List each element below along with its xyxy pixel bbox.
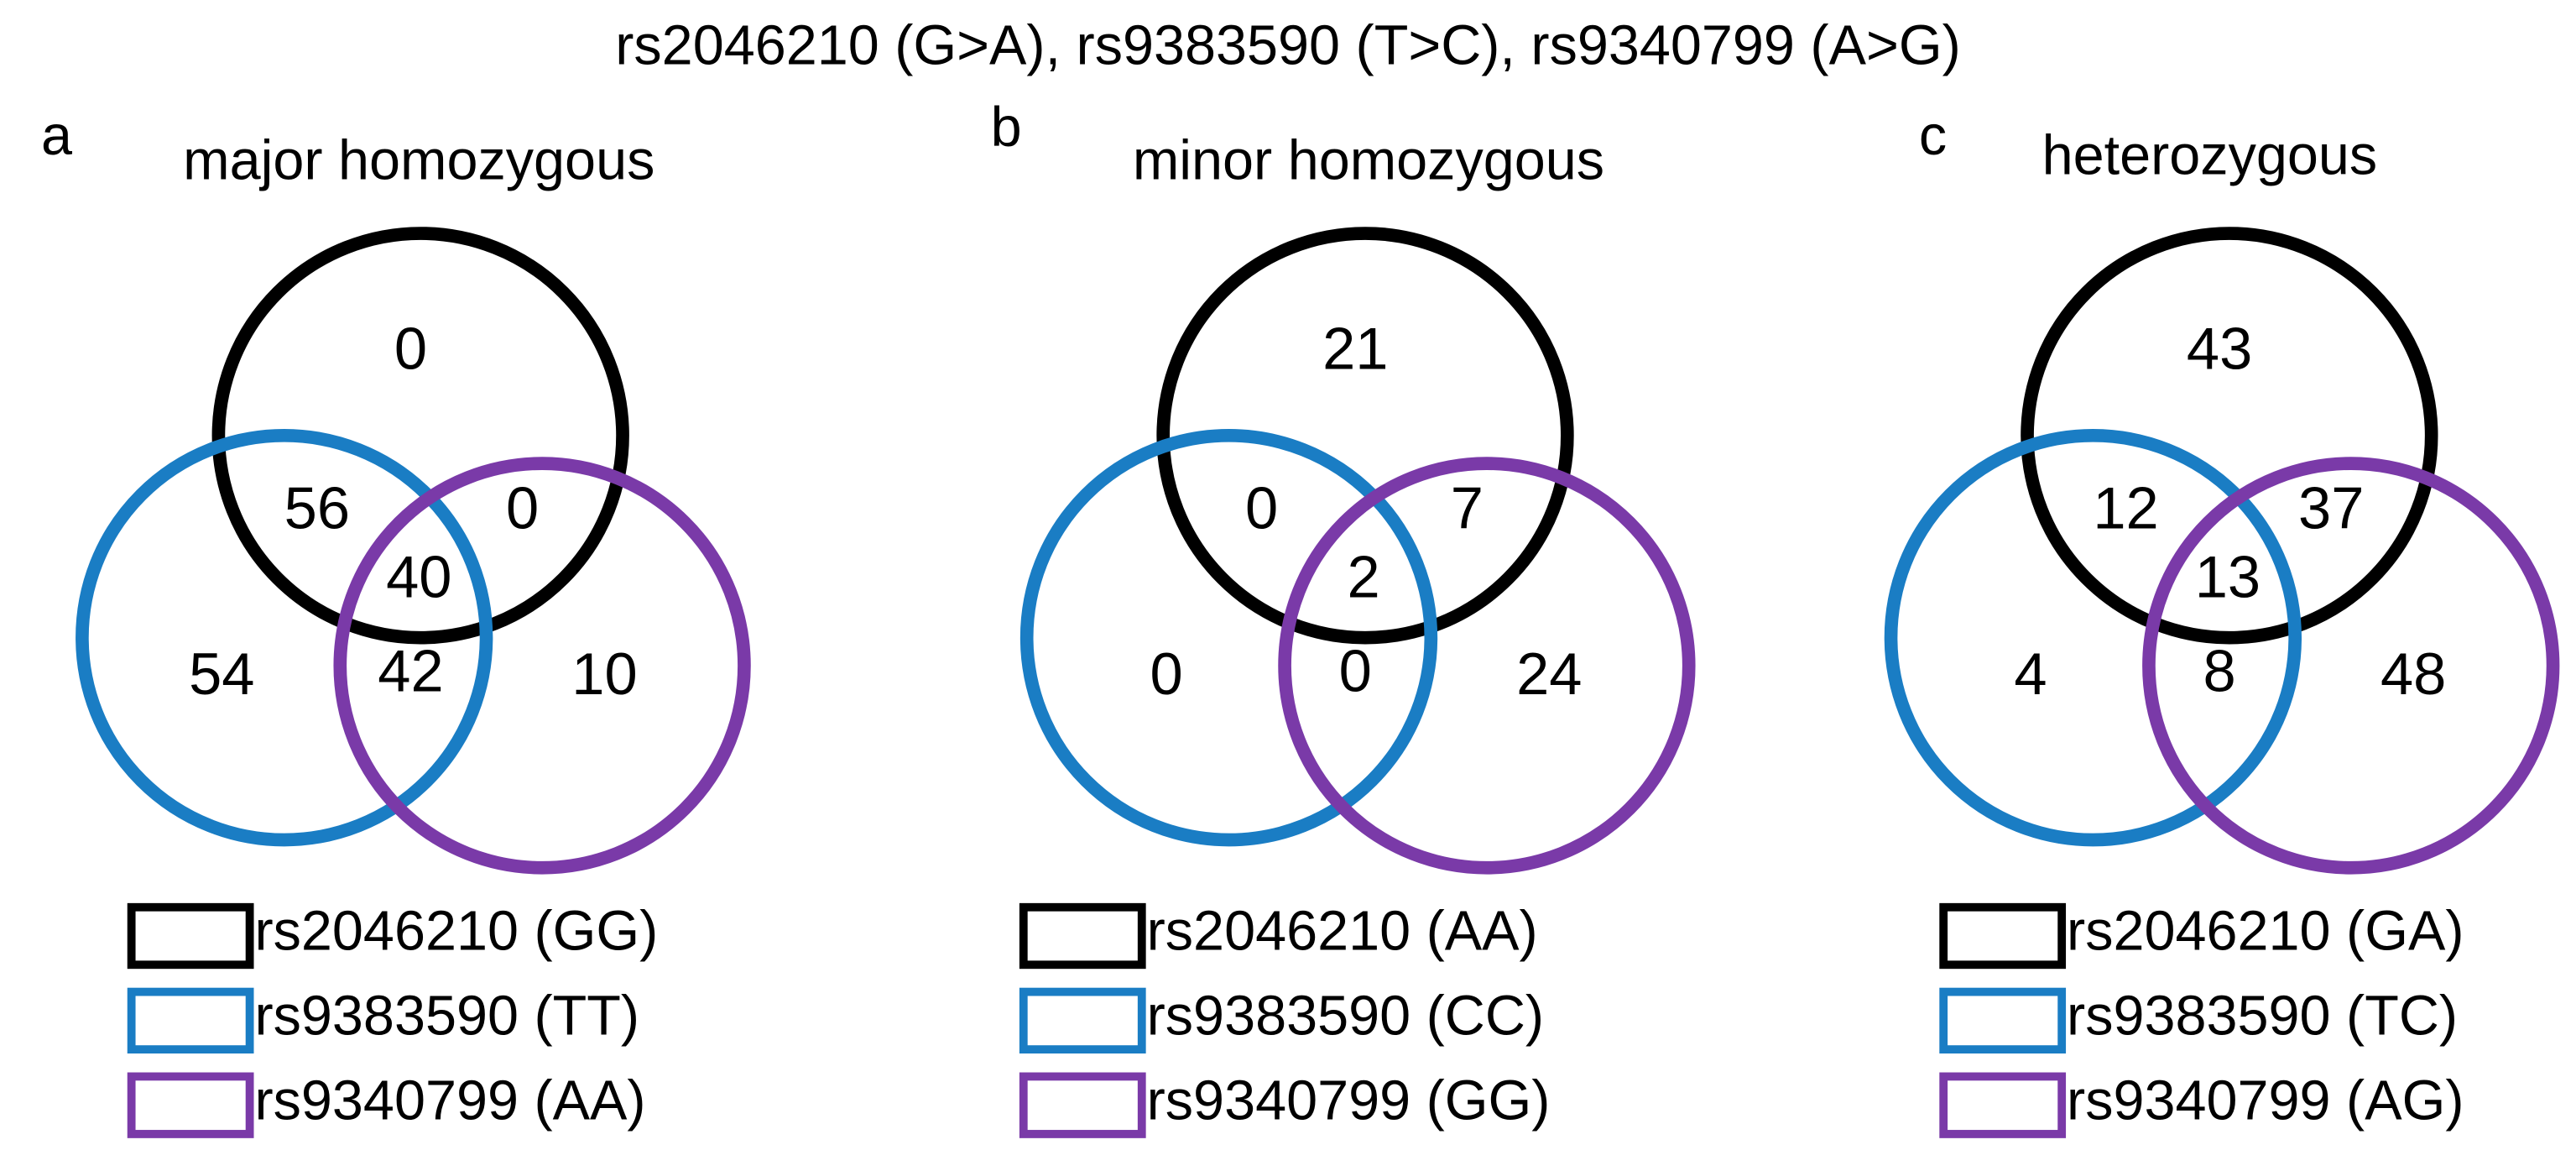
legend-label: rs9340799 (AA) bbox=[254, 1069, 645, 1132]
venn-circle bbox=[76, 429, 493, 847]
legend-label: rs9340799 (GG) bbox=[1147, 1069, 1551, 1132]
region-count: 10 bbox=[571, 640, 637, 707]
venn-circle bbox=[211, 227, 629, 645]
region-count: 0 bbox=[1245, 474, 1278, 541]
panel-letter: c bbox=[1919, 105, 1947, 167]
region-count: 8 bbox=[2203, 637, 2236, 703]
region-count: 12 bbox=[2093, 474, 2158, 541]
legend-swatch bbox=[127, 1072, 254, 1138]
venn-circle bbox=[1884, 429, 2302, 847]
legend-label: rs9383590 (TT) bbox=[254, 985, 639, 1047]
region-count: 40 bbox=[386, 544, 451, 610]
region-count: 24 bbox=[1516, 640, 1582, 707]
legend-label: rs9383590 (TC) bbox=[2067, 985, 2458, 1047]
legend-swatch bbox=[1019, 902, 1146, 970]
region-count: 54 bbox=[189, 640, 254, 707]
legend-label: rs9340799 (AG) bbox=[2067, 1069, 2464, 1132]
region-count: 56 bbox=[284, 474, 350, 541]
venn-circle bbox=[333, 457, 751, 875]
legend-swatch bbox=[1019, 987, 1146, 1054]
legend-swatch bbox=[1019, 1072, 1146, 1138]
venn-circle bbox=[2142, 457, 2560, 875]
legend-swatch bbox=[1939, 902, 2067, 970]
region-count: 2 bbox=[1347, 544, 1379, 610]
venn-circle bbox=[1156, 227, 1574, 645]
legend-swatch bbox=[127, 902, 254, 970]
legend-label: rs2046210 (GG) bbox=[254, 901, 658, 963]
venn-circle bbox=[1019, 429, 1438, 847]
legend-swatch bbox=[1939, 987, 2067, 1054]
region-count: 48 bbox=[2380, 640, 2446, 707]
venn-circle bbox=[1278, 457, 1696, 875]
legend-swatch bbox=[127, 987, 254, 1054]
legend-label: rs2046210 (GA) bbox=[2067, 901, 2464, 963]
region-count: 4 bbox=[2014, 640, 2047, 707]
region-count: 0 bbox=[506, 474, 539, 541]
region-count: 13 bbox=[2195, 544, 2261, 610]
panel-letter: a bbox=[41, 105, 73, 167]
figure-title: rs2046210 (G>A), rs9383590 (T>C), rs9340… bbox=[615, 14, 1961, 76]
panel-title: major homozygous bbox=[183, 129, 654, 191]
region-count: 0 bbox=[1150, 640, 1183, 707]
region-count: 42 bbox=[378, 637, 443, 703]
legend-swatch bbox=[1939, 1072, 2067, 1138]
region-count: 37 bbox=[2298, 474, 2364, 541]
venn-circle bbox=[2021, 227, 2438, 645]
region-count: 7 bbox=[1451, 474, 1484, 541]
region-count: 21 bbox=[1322, 316, 1388, 382]
panel-title: heterozygous bbox=[2042, 124, 2378, 186]
legend-label: rs9383590 (CC) bbox=[1147, 985, 1544, 1047]
region-count: 0 bbox=[394, 316, 427, 382]
region-count: 43 bbox=[2187, 316, 2252, 382]
region-count: 0 bbox=[1339, 637, 1372, 703]
legend-label: rs2046210 (AA) bbox=[1147, 901, 1538, 963]
panel-title: minor homozygous bbox=[1133, 129, 1604, 191]
panel-letter: b bbox=[991, 97, 1022, 159]
